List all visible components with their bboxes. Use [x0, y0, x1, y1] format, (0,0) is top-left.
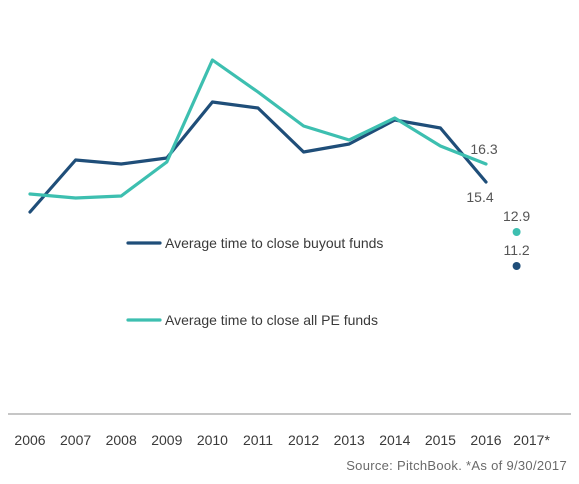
- series-point-1-11: [512, 228, 521, 236]
- source-note: Source: PitchBook. *As of 9/30/2017: [346, 458, 567, 473]
- x-tick-label: 2007: [60, 432, 91, 448]
- x-tick-label: 2014: [379, 432, 410, 448]
- x-tick-label: 2015: [425, 432, 456, 448]
- x-tick-label: 2013: [334, 432, 365, 448]
- series-layer: 15.4 11.2 16.3 12.9: [28, 58, 530, 270]
- data-label-0-11: 11.2: [503, 242, 529, 258]
- data-label-1-10: 16.3: [470, 141, 497, 157]
- series-line-1: [28, 58, 488, 200]
- legend-label-1: Average time to close all PE funds: [165, 312, 378, 328]
- x-tick-label: 2012: [288, 432, 319, 448]
- x-tick-label: 2010: [197, 432, 228, 448]
- series-point-0-11: [512, 262, 521, 270]
- x-tick-label: 2011: [243, 432, 273, 448]
- x-tick-label: 2008: [106, 432, 137, 448]
- data-label-0-10: 15.4: [466, 189, 493, 205]
- x-tick-label: 2006: [14, 432, 45, 448]
- x-tick-label: 2016: [470, 432, 501, 448]
- x-tick-label: 2009: [151, 432, 182, 448]
- data-label-1-11: 12.9: [503, 208, 530, 224]
- x-axis-ticks: 2006 2007 2008 2009 2010 2011 2012 2013 2014 2015…: [14, 432, 550, 448]
- legend: Average time to close buyout funds Averag…: [126, 235, 383, 328]
- legend-label-0: Average time to close buyout funds: [165, 235, 383, 251]
- series-line-0: [28, 100, 488, 214]
- x-tick-label: 2017*: [513, 432, 550, 448]
